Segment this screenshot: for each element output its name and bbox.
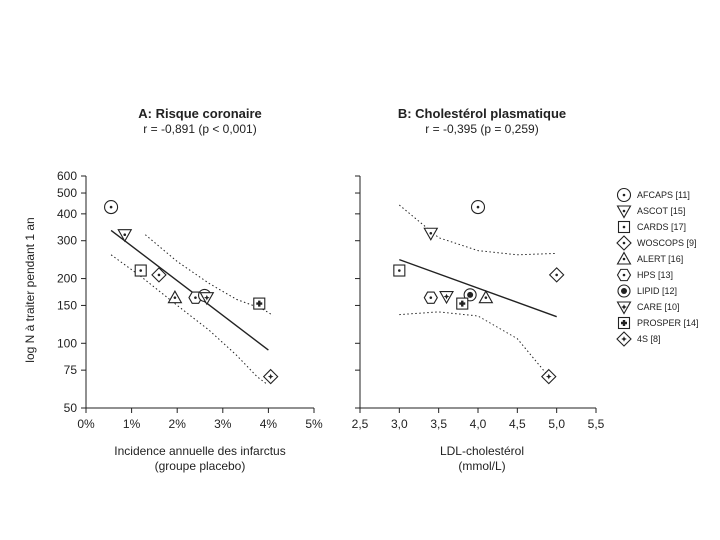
panel-b-point-ascot-15	[423, 227, 439, 241]
legend-label-prosper-14: PROSPER [14]	[637, 318, 699, 328]
panel-a-point-4s-8	[262, 368, 279, 385]
panel-a-x-tick-label: 4%	[260, 417, 278, 431]
panel-b-point-prosper-14	[456, 297, 469, 310]
panel-b-x-tick-label: 4,0	[470, 417, 487, 431]
panel-b-x-tick-label: 3,0	[391, 417, 408, 431]
panel-a-point-afcaps-11	[104, 200, 119, 215]
panel-b-x-tick-label: 2,5	[352, 417, 369, 431]
panel-b-subtitle: r = -0,395 (p = 0,259)	[425, 122, 538, 136]
panel-a-x-tick-label: 2%	[169, 417, 187, 431]
legend-label-afcaps-11: AFCAPS [11]	[637, 190, 690, 200]
panel-a-x-tick-label: 1%	[123, 417, 141, 431]
panel-b-regression-line	[399, 258, 557, 318]
panel-a-point-cards-17	[134, 264, 147, 277]
legend: AFCAPS [11] ASCOT [15] CARDS [17] WOSCOPS […	[616, 187, 699, 347]
panel-b-ci-upper	[398, 204, 557, 256]
legend-marker-4s-8	[616, 331, 632, 347]
panel-a-point-prosper-14	[253, 297, 266, 310]
legend-marker-ascot-15	[616, 205, 632, 219]
panel-b-point-alert-16	[478, 290, 494, 304]
panel-a-point-ascot-15	[117, 229, 133, 243]
panel-b-point-care-10	[439, 290, 454, 305]
panel-b-x-axis-label: LDL-cholestérol	[440, 444, 524, 458]
panel-a-x-tick-label: 0%	[77, 417, 95, 431]
panel-a-ci-lower	[110, 254, 267, 384]
panel-a-y-tick-label: 500	[57, 186, 77, 200]
legend-marker-hps-13	[616, 268, 632, 282]
panel-b: B: Cholestérol plasmatique r = -0,395 (p…	[352, 106, 605, 473]
panel-b-x-tick-label: 5,0	[548, 417, 565, 431]
panel-a-y-tick-label: 200	[57, 272, 77, 286]
panel-b-point-cards-17	[393, 264, 406, 277]
legend-marker-woscops-9	[616, 235, 632, 251]
panel-a-y-tick-label: 150	[57, 298, 77, 312]
panel-b-x-axis-sublabel: (mmol/L)	[458, 459, 505, 473]
panel-a-y-tick-label: 75	[64, 363, 78, 377]
legend-label-woscops-9: WOSCOPS [9]	[637, 238, 697, 248]
panel-a-subtitle: r = -0,891 (p < 0,001)	[143, 122, 256, 136]
panel-b-title: B: Cholestérol plasmatique	[398, 106, 566, 121]
panel-a-title: A: Risque coronaire	[138, 106, 262, 121]
legend-label-ascot-15: ASCOT [15]	[637, 206, 685, 216]
panel-a-regression-line	[110, 229, 269, 351]
panel-a: A: Risque coronaire r = -0,891 (p < 0,00…	[23, 106, 323, 473]
legend-marker-prosper-14	[617, 316, 631, 330]
panel-a-y-tick-label: 100	[57, 336, 77, 350]
legend-label-hps-13: HPS [13]	[637, 270, 673, 280]
legend-label-cards-17: CARDS [17]	[637, 222, 686, 232]
panel-a-x-axis-sublabel: (groupe placebo)	[155, 459, 246, 473]
panel-b-ci-lower	[399, 311, 550, 377]
panel-b-point-woscops-9	[548, 267, 565, 283]
panel-a-x-tick-label: 5%	[305, 417, 323, 431]
panel-a-y-tick-label: 400	[57, 207, 77, 221]
panel-a-point-care-10	[199, 292, 215, 306]
panel-a-point-woscops-9	[151, 267, 167, 283]
panel-a-y-tick-label: 300	[57, 234, 77, 248]
panel-a-x-axis-label: Incidence annuelle des infarctus	[114, 444, 285, 458]
panel-b-x-tick-label: 5,5	[588, 417, 605, 431]
panel-b-point-4s-8	[541, 368, 557, 385]
y-axis-label: log N à traiter pendant 1 an	[23, 217, 37, 362]
legend-marker-alert-16	[616, 251, 632, 265]
panel-b-x-tick-label: 4,5	[509, 417, 526, 431]
legend-marker-care-10	[616, 301, 632, 315]
panel-b-x-tick-label: 3,5	[430, 417, 447, 431]
legend-marker-lipid-12	[617, 284, 631, 298]
legend-marker-cards-17	[617, 220, 631, 234]
panel-b-point-afcaps-11	[470, 200, 486, 215]
panel-a-y-tick-label: 50	[64, 401, 78, 415]
panel-a-point-alert-16	[167, 290, 183, 304]
panel-a-ci-upper	[144, 234, 274, 316]
legend-label-care-10: CARE [10]	[637, 302, 680, 312]
panel-a-x-tick-label: 3%	[214, 417, 232, 431]
legend-label-lipid-12: LIPID [12]	[637, 286, 677, 296]
panel-a-y-tick-label: 600	[57, 169, 77, 183]
panel-b-point-hps-13	[423, 291, 438, 304]
legend-marker-afcaps-11	[616, 187, 632, 203]
legend-label-alert-16: ALERT [16]	[637, 254, 683, 264]
legend-label-4s-8: 4S [8]	[637, 334, 661, 344]
